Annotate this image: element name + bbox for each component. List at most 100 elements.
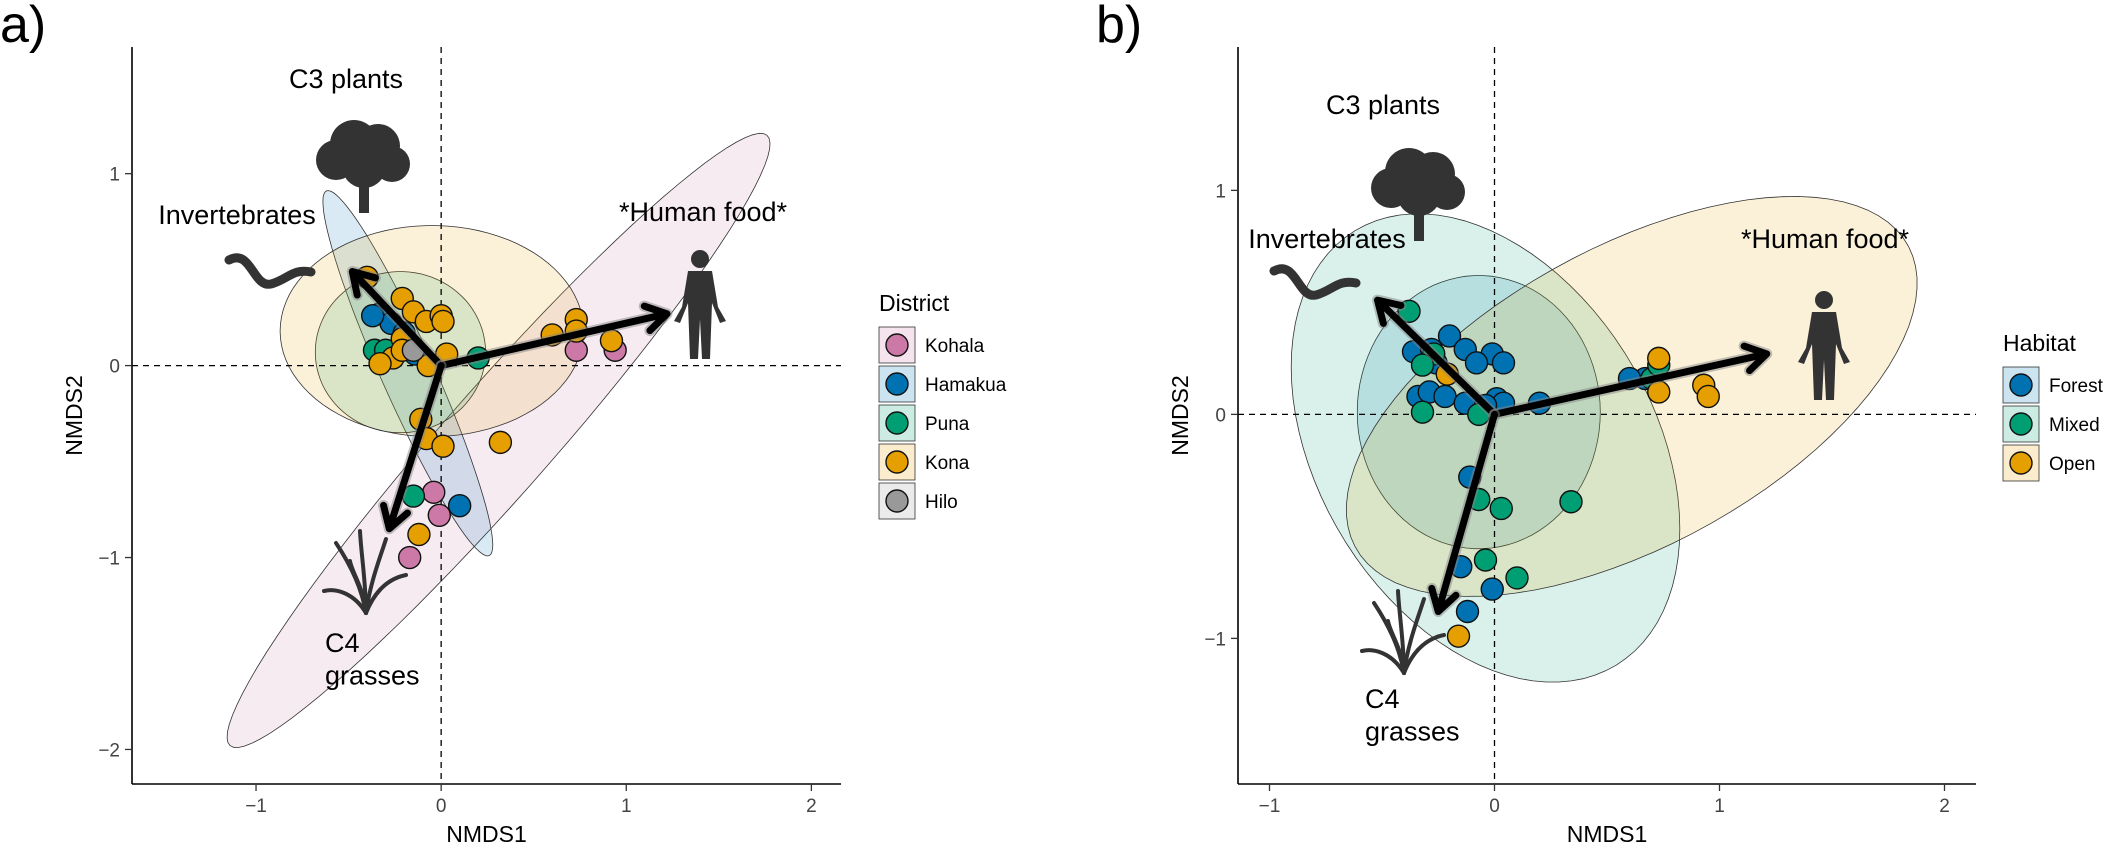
point — [447, 494, 472, 518]
panel-label: a) — [0, 0, 46, 54]
y-tick-label: 1 — [1215, 181, 1226, 202]
person-body — [1798, 312, 1850, 400]
grass-blade — [322, 588, 368, 615]
tree-icon — [1371, 148, 1465, 241]
person-icon — [1798, 291, 1850, 400]
person-head — [1815, 291, 1833, 309]
tree-icon — [316, 120, 410, 213]
point — [360, 303, 385, 328]
tree-trunk — [359, 165, 369, 213]
grass-blade — [1402, 633, 1446, 675]
annotation: C4 grasses — [325, 628, 420, 690]
point — [1455, 599, 1480, 624]
x-tick-label: −1 — [1259, 796, 1281, 817]
point — [397, 545, 422, 570]
legend-marker — [885, 333, 909, 357]
annotation: Invertebrates — [1248, 224, 1406, 254]
y-tick-label: −1 — [1204, 629, 1226, 650]
annotation: *Human food* — [1741, 224, 1910, 254]
arrow — [380, 362, 445, 533]
grass-blade — [348, 559, 368, 615]
person-body — [674, 271, 726, 359]
annotation: *Human food* — [619, 197, 788, 227]
arrow — [437, 302, 671, 370]
point — [431, 434, 455, 458]
annotation: Invertebrates — [158, 200, 316, 230]
legend-marker — [885, 489, 909, 513]
legend-marker — [885, 450, 909, 474]
legend-marker — [2009, 373, 2033, 397]
x-axis-title: NMDS1 — [1567, 821, 1648, 844]
panel-label: b) — [1096, 0, 1142, 54]
point — [422, 480, 446, 504]
legend-label: Forest — [2049, 376, 2104, 397]
legend-label: Hilo — [925, 492, 958, 513]
x-tick-label: 1 — [1714, 796, 1725, 817]
point — [1433, 384, 1457, 409]
point — [488, 430, 513, 455]
point — [1491, 351, 1516, 375]
point — [1437, 324, 1462, 348]
grass-blade — [364, 573, 408, 615]
point — [368, 351, 392, 376]
y-axis-title: NMDS2 — [61, 375, 87, 456]
x-tick-label: 2 — [806, 796, 817, 817]
grass-blade — [364, 537, 388, 615]
point — [1696, 384, 1720, 409]
y-tick-label: −1 — [98, 549, 120, 570]
x-axis-title: NMDS1 — [446, 821, 527, 844]
grass-blade — [1402, 597, 1426, 675]
legend-label: Kohala — [925, 336, 985, 357]
person-head — [691, 250, 709, 268]
annotation: C3 plants — [1326, 90, 1440, 120]
y-tick-label: 1 — [109, 165, 120, 186]
legend-marker — [2009, 451, 2033, 475]
tree-crown — [1397, 172, 1441, 216]
arrow — [1428, 410, 1498, 616]
legend-label: Kona — [925, 453, 970, 474]
tree-crown — [342, 144, 386, 188]
legend-title: District — [879, 290, 950, 316]
y-axis-title: NMDS2 — [1167, 375, 1193, 456]
point — [1410, 400, 1435, 424]
point — [1446, 624, 1471, 648]
grass-blade — [1386, 619, 1406, 675]
worm-icon — [224, 253, 316, 289]
legend-marker — [2009, 412, 2033, 436]
point — [1505, 566, 1529, 590]
worm-body — [1269, 264, 1361, 300]
x-tick-label: −1 — [245, 796, 267, 817]
point — [427, 503, 451, 528]
x-tick-label: 0 — [436, 796, 447, 817]
x-tick-label: 1 — [621, 796, 632, 817]
worm-body — [224, 253, 316, 289]
worm-icon — [1269, 264, 1361, 300]
point — [1464, 351, 1489, 375]
grass-icon — [1360, 589, 1446, 675]
legend-title: Habitat — [2003, 330, 2076, 356]
y-tick-label: −2 — [98, 740, 120, 761]
grass-blade — [1360, 648, 1406, 675]
legend-label: Mixed — [2049, 415, 2100, 436]
arrow — [1491, 342, 1771, 418]
arrow — [1374, 296, 1498, 418]
point — [1647, 346, 1671, 371]
person-icon — [674, 250, 726, 359]
legend-marker — [885, 372, 909, 396]
x-tick-label: 2 — [1939, 796, 1950, 817]
legend-label: Puna — [925, 414, 970, 435]
tree-trunk — [1414, 193, 1424, 241]
legend-label: Hamakua — [925, 375, 1007, 396]
annotation: C3 plants — [289, 64, 403, 94]
point — [407, 522, 431, 547]
grass-icon — [322, 529, 408, 615]
arrow — [348, 268, 445, 370]
legend-label: Open — [2049, 454, 2095, 475]
point — [1410, 353, 1435, 377]
y-tick-label: 0 — [1215, 405, 1226, 426]
x-tick-label: 0 — [1489, 796, 1500, 817]
point — [1489, 496, 1513, 521]
y-tick-label: 0 — [109, 357, 120, 378]
legend-marker — [885, 411, 909, 435]
